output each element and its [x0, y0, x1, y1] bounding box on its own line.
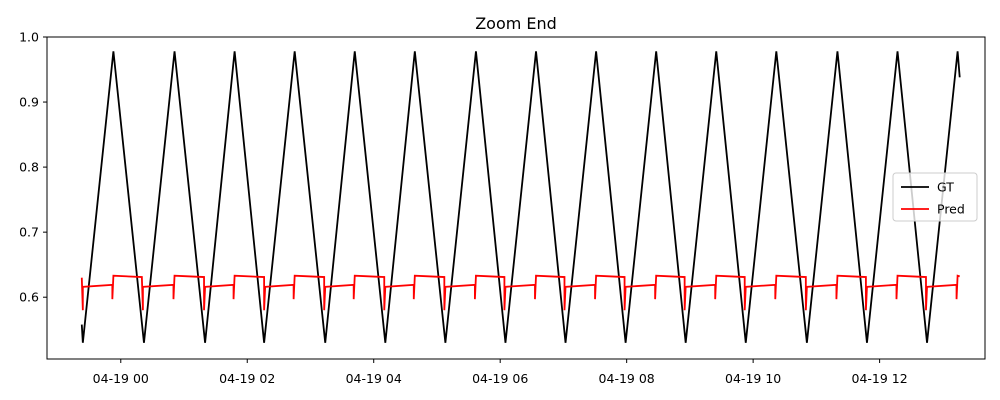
y-axis: 0.6 0.7 0.8 0.9 1.0	[19, 30, 47, 305]
x-tick-label: 04-19 06	[472, 371, 528, 386]
x-tick-label: 04-19 12	[852, 371, 908, 386]
chart-title: Zoom End	[475, 14, 557, 33]
x-tick-label: 04-19 00	[93, 371, 149, 386]
series-line-gt	[80, 51, 961, 343]
legend: GT Pred	[892, 172, 978, 222]
x-tick-label: 04-19 04	[346, 371, 402, 386]
y-tick-label: 0.6	[19, 290, 39, 305]
y-tick-label: 0.7	[19, 225, 39, 240]
legend-label-pred: Pred	[937, 202, 965, 217]
y-tick-label: 0.8	[19, 160, 39, 175]
series-line-pred	[80, 274, 960, 311]
x-tick-label: 04-19 08	[599, 371, 655, 386]
plot-area	[46, 36, 986, 360]
x-tick-label: 04-19 10	[725, 371, 781, 386]
x-tick-label: 04-19 02	[219, 371, 275, 386]
y-tick-label: 0.9	[19, 95, 39, 110]
y-tick-label: 1.0	[19, 30, 39, 45]
x-axis: 04-19 00 04-19 02 04-19 04 04-19 06 04-19 08…	[93, 359, 908, 386]
legend-label-gt: GT	[937, 180, 954, 195]
plot-frame	[46, 36, 986, 360]
